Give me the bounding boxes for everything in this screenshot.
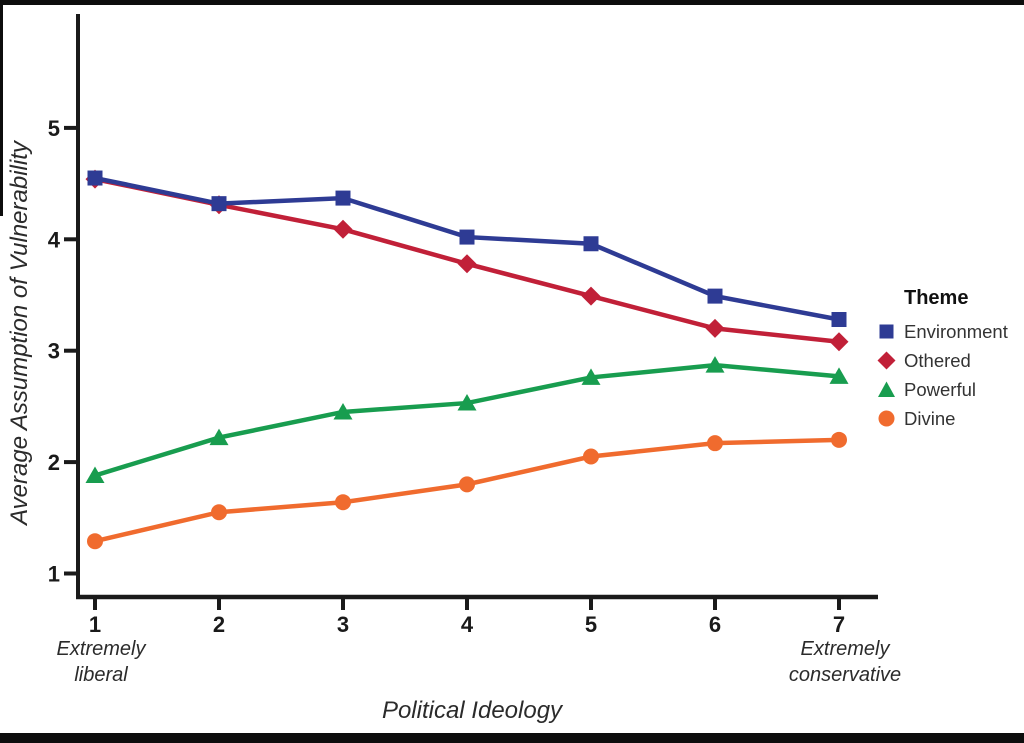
y-tick-label: 2 <box>48 450 60 475</box>
data-point <box>583 448 599 465</box>
x-tick-label: 5 <box>585 612 597 637</box>
y-tick-label: 5 <box>48 116 60 141</box>
series-divine <box>87 431 847 550</box>
x-tick-label: 2 <box>213 612 225 637</box>
scan-border-left <box>0 0 3 216</box>
data-point <box>211 196 227 212</box>
triangle-glyph <box>878 381 895 397</box>
data-point <box>705 356 725 373</box>
data-point <box>85 466 105 483</box>
series-othered <box>85 169 849 352</box>
legend-title: Theme <box>904 287 969 309</box>
legend-label: Divine <box>904 407 956 429</box>
data-point <box>829 332 849 352</box>
data-point <box>333 219 353 239</box>
data-point <box>705 318 725 338</box>
data-point <box>707 288 723 304</box>
data-point <box>459 229 475 245</box>
y-tick-label: 4 <box>48 227 61 252</box>
data-point <box>707 435 723 452</box>
data-point <box>831 312 847 328</box>
y-tick-label: 3 <box>48 339 60 364</box>
powerful-triangle-icon <box>877 380 896 399</box>
legend-label: Environment <box>904 320 1008 342</box>
x-axis-title: Political Ideology <box>381 697 563 724</box>
data-point <box>583 236 599 252</box>
data-point <box>211 504 227 521</box>
legend-item-environment: Environment <box>877 317 1023 346</box>
legend-label: Powerful <box>904 378 976 400</box>
data-point <box>333 402 353 420</box>
data-point <box>831 431 847 448</box>
series-powerful <box>85 356 849 483</box>
legend-item-divine: Divine <box>877 404 1023 433</box>
series-line <box>94 175 840 322</box>
scan-border-top <box>0 0 1024 5</box>
data-point <box>209 428 229 446</box>
y-axis-title: Average Assumption of Vulnerability <box>6 141 33 525</box>
data-point <box>87 170 103 186</box>
square-glyph <box>879 324 894 339</box>
legend-item-othered: Othered <box>877 346 1023 375</box>
series-line <box>94 362 840 478</box>
legend-label: Othered <box>904 349 971 371</box>
data-point <box>335 190 351 206</box>
diamond-glyph <box>877 351 896 370</box>
scan-border-bottom <box>0 733 1024 743</box>
x-tick-label: 4 <box>461 612 474 637</box>
data-point <box>829 367 849 384</box>
x-tick-label: 1 <box>89 612 101 637</box>
othered-diamond-icon <box>877 351 896 370</box>
circle-glyph <box>878 410 895 427</box>
data-point <box>457 394 477 411</box>
data-point <box>581 368 601 385</box>
legend: Theme Environment Othered Powerful Divin… <box>877 287 1023 433</box>
series-environment <box>87 170 847 328</box>
data-point <box>335 494 351 511</box>
x-tick-label: 6 <box>709 612 721 637</box>
data-point <box>87 533 103 550</box>
data-point <box>581 286 601 306</box>
y-tick-label: 1 <box>48 562 60 587</box>
x-tick-label: 7 <box>833 612 845 637</box>
environment-square-icon <box>877 322 896 341</box>
x-tick-label: 3 <box>337 612 349 637</box>
legend-item-powerful: Powerful <box>877 375 1023 404</box>
data-point <box>459 476 475 493</box>
data-point <box>457 254 477 274</box>
x-axis-left-extreme-caption: Extremely liberal <box>56 638 146 686</box>
divine-circle-icon <box>877 409 896 428</box>
x-axis-right-extreme-caption: Extremely conservative <box>788 638 902 686</box>
